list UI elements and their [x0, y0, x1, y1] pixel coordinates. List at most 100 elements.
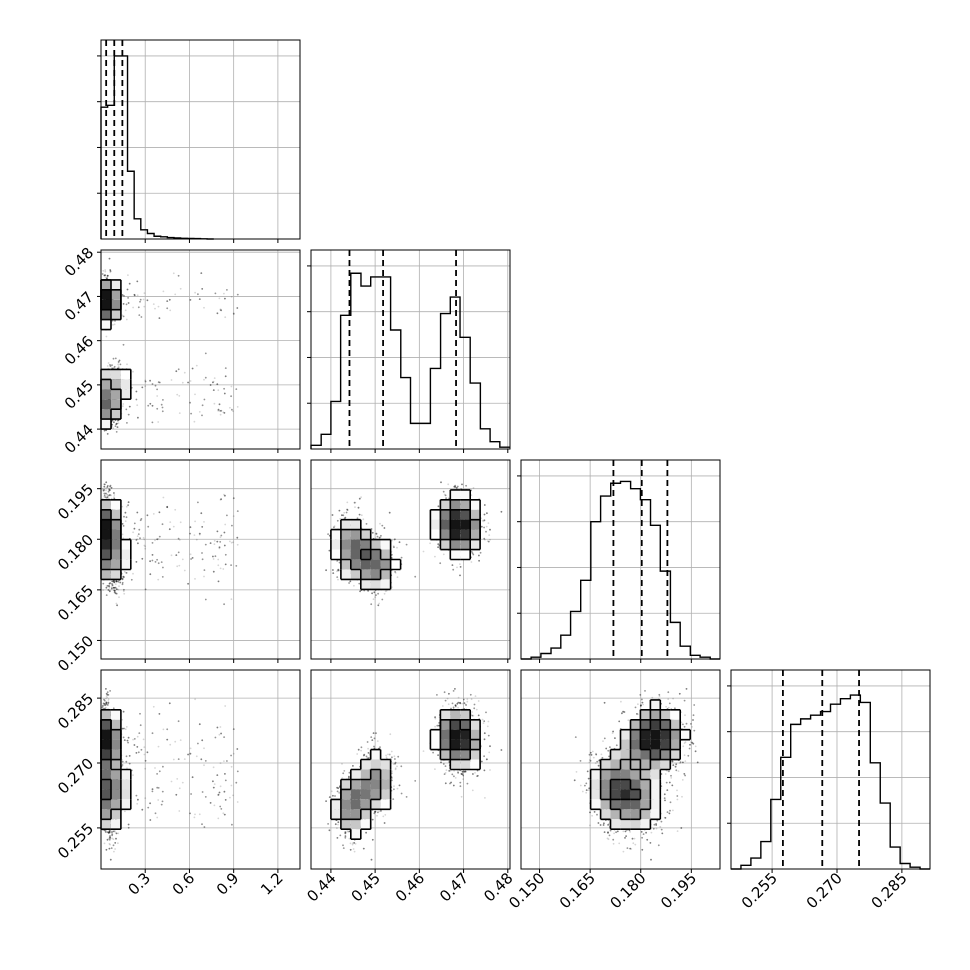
sample-point	[147, 404, 150, 407]
sample-point	[198, 298, 201, 300]
sample-point	[125, 408, 128, 411]
sample-point	[127, 274, 129, 276]
sample-point	[119, 363, 122, 366]
sample-point	[161, 406, 164, 409]
sample-point	[189, 401, 192, 404]
sample-point	[128, 405, 131, 408]
sample-point	[189, 380, 192, 382]
sample-point	[187, 381, 190, 384]
sample-point	[122, 403, 125, 405]
sample-point	[122, 315, 125, 318]
sample-point	[178, 412, 181, 414]
sample-point	[143, 292, 146, 294]
sample-point	[189, 299, 192, 301]
sample-point	[231, 408, 233, 411]
sample-point	[111, 364, 113, 366]
sample-point	[103, 274, 106, 277]
sample-point	[231, 408, 233, 411]
sample-point	[200, 272, 203, 274]
sample-point	[114, 425, 117, 427]
sample-point	[101, 273, 104, 275]
sample-point	[138, 314, 141, 316]
sample-point	[216, 312, 219, 315]
sample-point	[123, 295, 125, 297]
sample-point	[104, 274, 106, 277]
sample-point	[197, 293, 199, 296]
sample-point	[218, 403, 221, 406]
sample-point	[139, 298, 142, 301]
sample-point	[135, 390, 138, 393]
sample-point	[118, 596, 120, 599]
sample-point	[194, 520, 197, 523]
sample-point	[161, 406, 164, 409]
sample-point	[126, 288, 129, 291]
sample-point	[117, 588, 120, 591]
sample-point	[201, 414, 203, 417]
sample-point	[109, 271, 112, 274]
sample-point	[193, 534, 196, 536]
sample-point	[212, 381, 214, 384]
sample-point	[101, 273, 104, 275]
sample-point	[212, 389, 215, 391]
sample-point	[220, 409, 223, 412]
sample-point	[104, 274, 106, 277]
sample-point	[114, 425, 117, 427]
sample-point	[229, 406, 231, 409]
sample-point	[144, 385, 147, 387]
sample-point	[178, 395, 181, 397]
sample-point	[128, 282, 131, 285]
sample-point	[103, 429, 106, 432]
sample-point	[141, 386, 144, 389]
sample-point	[106, 274, 109, 277]
sample-point	[198, 411, 201, 413]
sample-point	[140, 316, 143, 318]
sample-point	[125, 318, 128, 321]
sample-point	[201, 404, 204, 407]
sample-point	[190, 412, 193, 415]
sample-point	[166, 307, 169, 310]
sample-point	[220, 309, 223, 312]
sample-point	[175, 370, 178, 373]
sample-point	[144, 380, 147, 383]
sample-point	[179, 287, 182, 290]
sample-point	[121, 294, 124, 296]
sample-point	[113, 494, 116, 496]
sample-point	[177, 368, 180, 371]
sample-point	[161, 410, 164, 413]
sample-point	[226, 289, 228, 291]
sample-point	[112, 367, 115, 369]
sample-point	[144, 545, 147, 548]
sample-point	[141, 386, 144, 389]
sample-point	[108, 257, 111, 260]
sample-point	[123, 295, 125, 297]
sample-point	[109, 365, 112, 367]
sample-point	[219, 536, 222, 539]
sample-point	[106, 433, 109, 435]
sample-point	[170, 554, 173, 557]
sample-point	[117, 361, 120, 364]
sample-point	[125, 408, 128, 411]
sample-point	[128, 282, 131, 285]
sample-point	[103, 274, 106, 277]
sample-point	[191, 367, 194, 370]
sample-point	[189, 299, 192, 301]
sample-point	[198, 298, 201, 300]
sample-point	[126, 422, 128, 424]
sample-point	[217, 389, 220, 392]
sample-point	[133, 293, 136, 296]
sample-point	[178, 564, 181, 567]
sample-point	[212, 389, 215, 391]
sample-point	[189, 553, 192, 556]
sample-point	[140, 316, 143, 318]
sample-point	[177, 274, 180, 277]
sample-point	[118, 359, 121, 362]
sample-point	[220, 409, 223, 412]
sample-point	[224, 297, 226, 300]
sample-point	[181, 381, 184, 384]
sample-point	[223, 412, 226, 414]
sample-point	[128, 282, 131, 285]
sample-point	[127, 297, 129, 299]
sample-point	[112, 357, 115, 360]
sample-point	[127, 413, 130, 416]
sample-point	[133, 293, 136, 296]
